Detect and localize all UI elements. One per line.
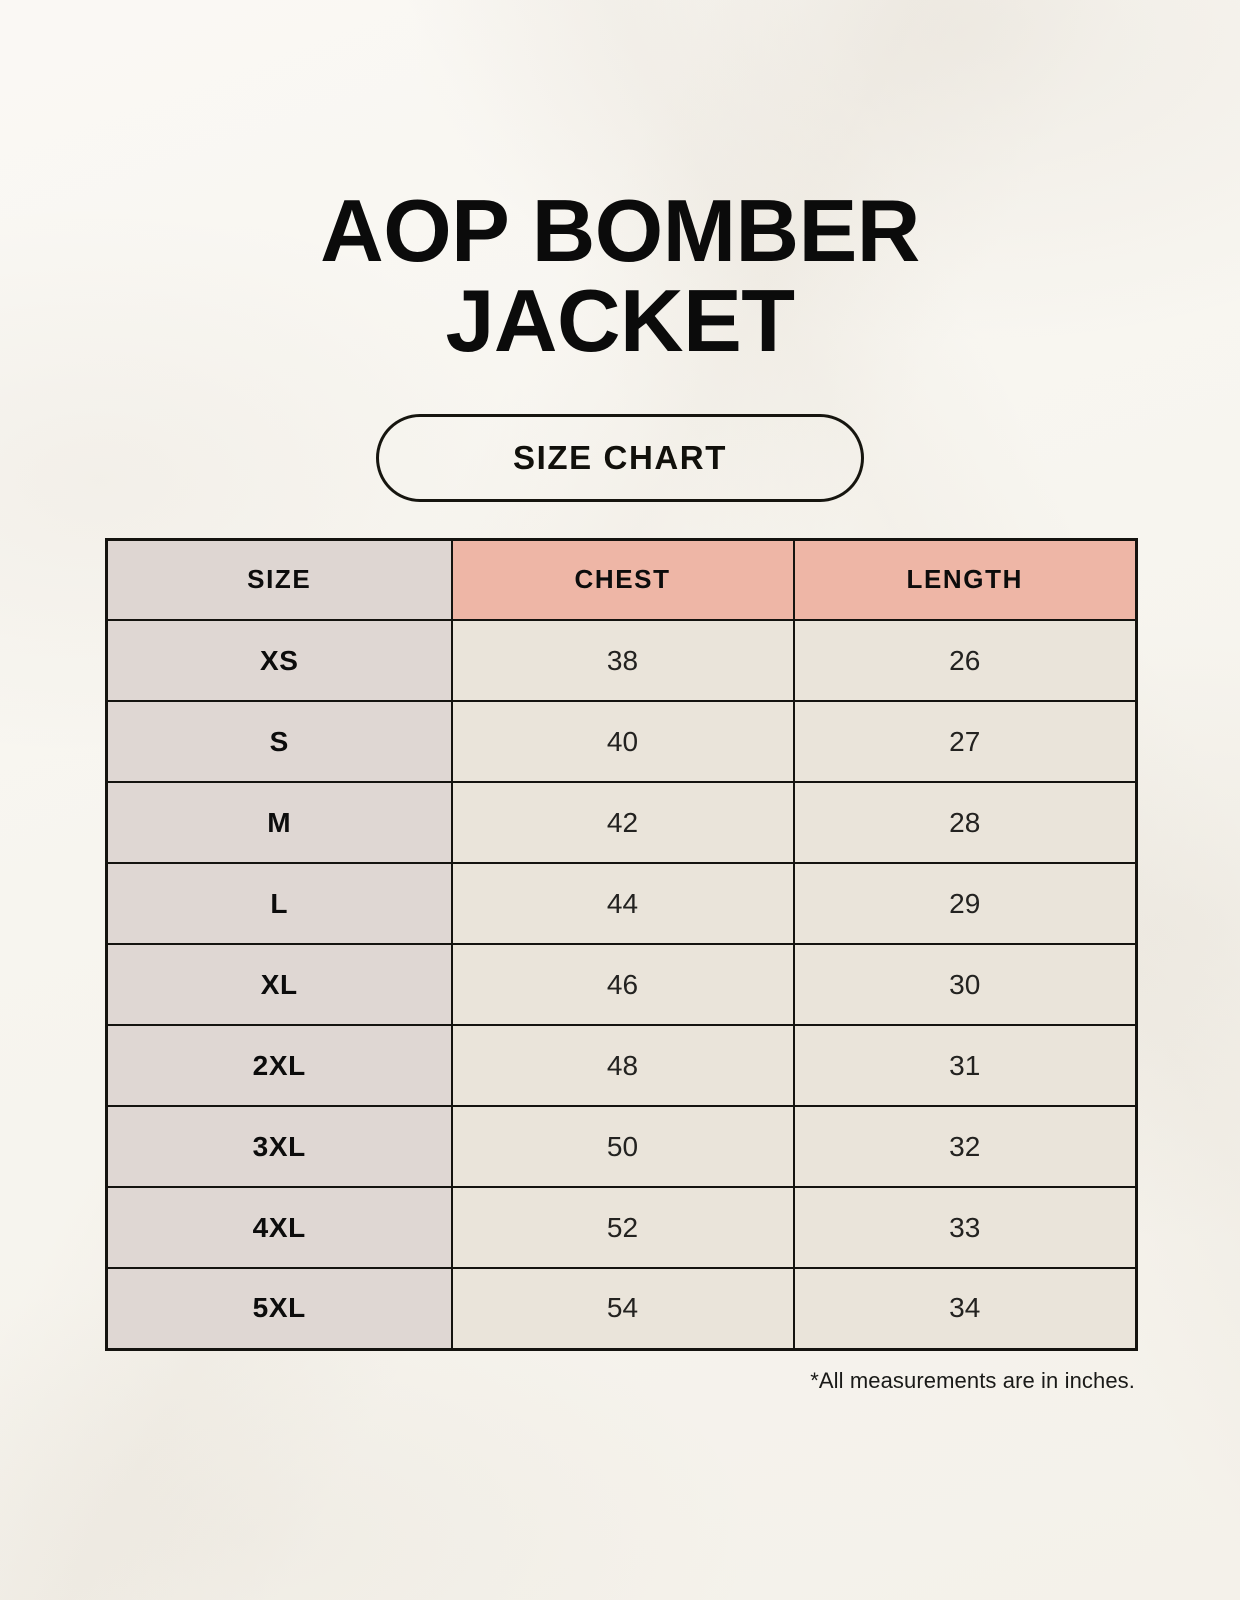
cell-chest: 50 xyxy=(450,1105,795,1188)
cell-size: XL xyxy=(105,943,453,1026)
cell-length: 30 xyxy=(792,943,1138,1026)
cell-chest: 40 xyxy=(450,700,795,783)
cell-chest: 54 xyxy=(450,1267,795,1350)
cell-size: 2XL xyxy=(105,1024,453,1107)
page-title: AOP BOMBER JACKET xyxy=(320,181,920,370)
pill-container: SIZE CHART xyxy=(0,413,1240,502)
cell-length: 29 xyxy=(792,862,1138,945)
size-table-container: SIZE CHEST LENGTH XS 38 26 S 40 27 M xyxy=(105,537,1138,1351)
size-table: SIZE CHEST LENGTH XS 38 26 S 40 27 M xyxy=(105,537,1138,1351)
cell-size: 4XL xyxy=(105,1186,453,1269)
table-row: M 42 28 xyxy=(105,781,1138,864)
cell-size: 5XL xyxy=(105,1267,453,1350)
table-row: XL 46 30 xyxy=(105,943,1138,1026)
cell-length: 33 xyxy=(792,1186,1138,1269)
column-header-chest: CHEST xyxy=(450,538,795,621)
cell-length: 31 xyxy=(792,1024,1138,1107)
cell-length: 32 xyxy=(792,1105,1138,1188)
table-header-row: SIZE CHEST LENGTH xyxy=(105,538,1138,621)
column-header-size: SIZE xyxy=(105,538,453,621)
cell-size: XS xyxy=(105,619,453,702)
table-row: 2XL 48 31 xyxy=(105,1024,1138,1107)
cell-length: 27 xyxy=(792,700,1138,783)
cell-size: 3XL xyxy=(105,1105,453,1188)
cell-chest: 44 xyxy=(450,862,795,945)
table-row: 3XL 50 32 xyxy=(105,1105,1138,1188)
title-block: AOP BOMBER JACKET xyxy=(190,186,1050,366)
table-body: XS 38 26 S 40 27 M 42 28 L 44 29 xyxy=(105,619,1138,1350)
cell-length: 28 xyxy=(792,781,1138,864)
cell-size: S xyxy=(105,700,453,783)
cell-chest: 48 xyxy=(450,1024,795,1107)
cell-size: L xyxy=(105,862,453,945)
column-header-length: LENGTH xyxy=(792,538,1138,621)
table-row: S 40 27 xyxy=(105,700,1138,783)
table-row: 4XL 52 33 xyxy=(105,1186,1138,1269)
table-row: 5XL 54 34 xyxy=(105,1267,1138,1350)
cell-chest: 38 xyxy=(450,619,795,702)
cell-length: 34 xyxy=(792,1267,1138,1350)
table-header: SIZE CHEST LENGTH xyxy=(105,538,1138,621)
size-chart-badge[interactable]: SIZE CHART xyxy=(376,413,864,502)
table-row: XS 38 26 xyxy=(105,619,1138,702)
cell-size: M xyxy=(105,781,453,864)
cell-chest: 46 xyxy=(450,943,795,1026)
cell-chest: 42 xyxy=(450,781,795,864)
table-row: L 44 29 xyxy=(105,862,1138,945)
cell-chest: 52 xyxy=(450,1186,795,1269)
cell-length: 26 xyxy=(792,619,1138,702)
measurements-footnote: *All measurements are in inches. xyxy=(810,1367,1135,1393)
